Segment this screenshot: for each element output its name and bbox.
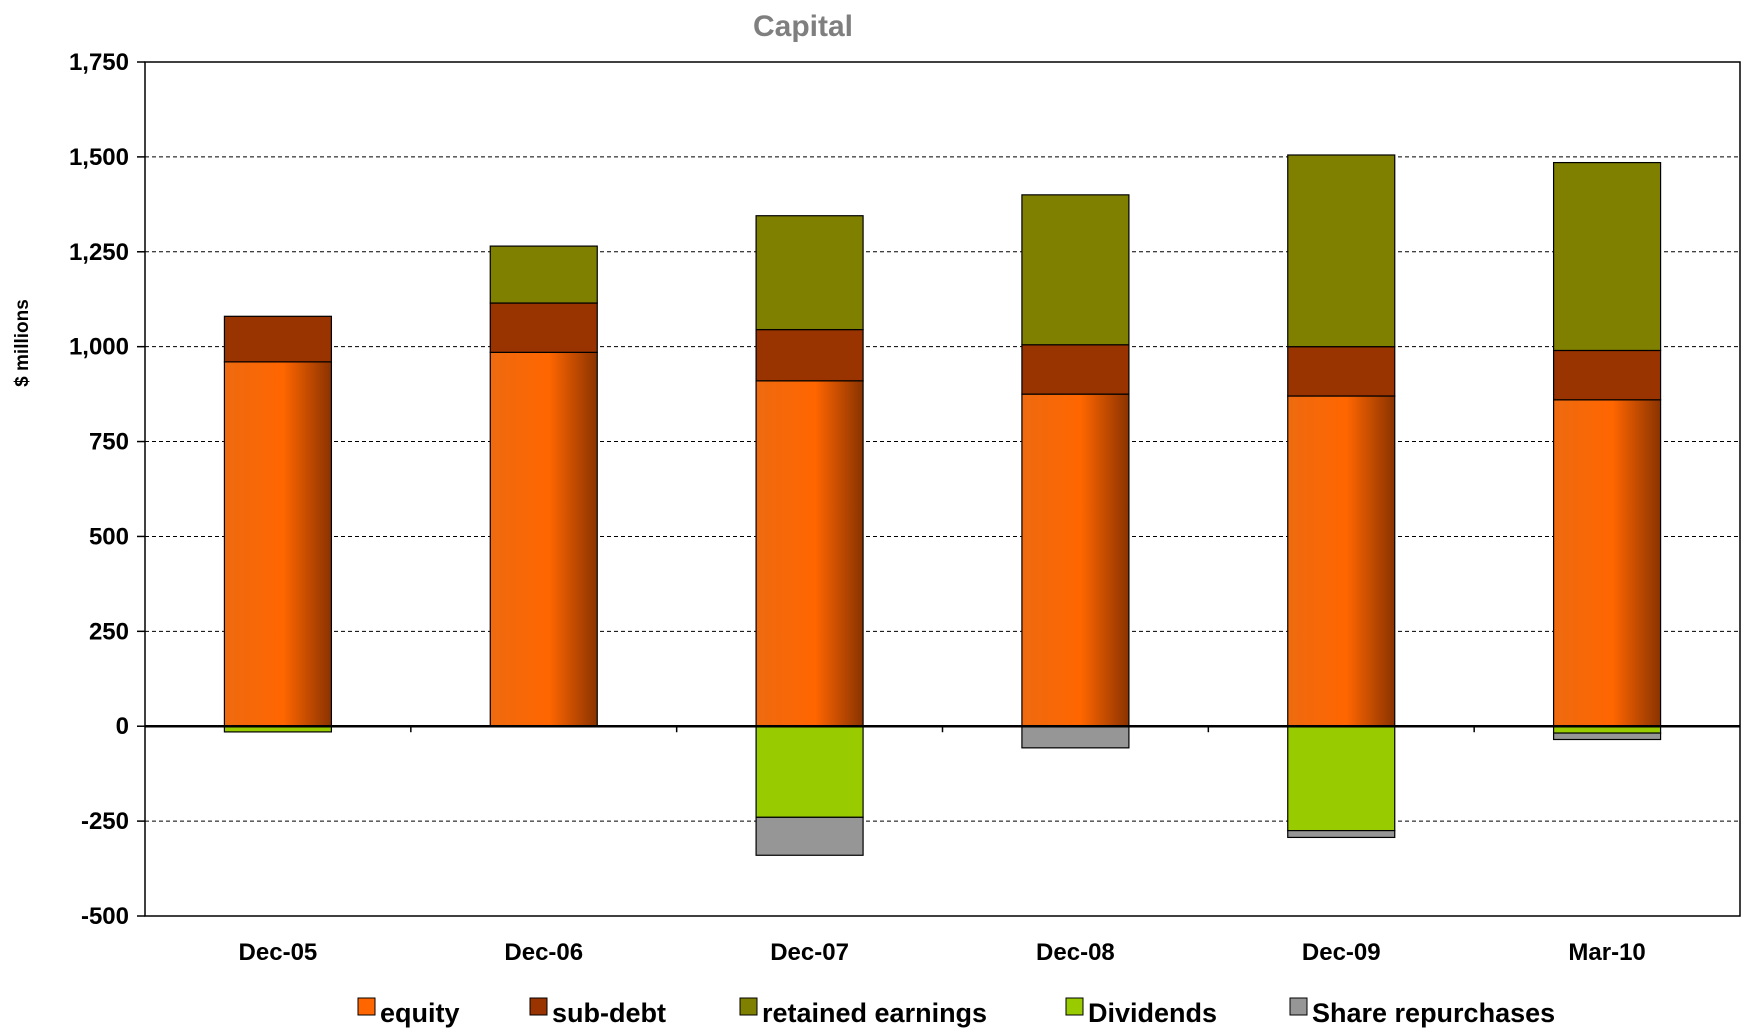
bar-segment-equity <box>1552 399 1662 727</box>
bar-segment-sub-debt <box>1021 344 1130 395</box>
chart-title: Capital <box>753 10 853 43</box>
x-tick-label: Dec-07 <box>770 939 849 966</box>
y-tick-label: 0 <box>116 713 129 740</box>
y-tick-label: -250 <box>81 808 129 835</box>
x-tick-label: Dec-09 <box>1302 939 1381 966</box>
x-tick-label: Mar-10 <box>1568 939 1645 966</box>
legend-label: Dividends <box>1088 998 1217 1028</box>
y-axis-title: $ millions <box>12 299 33 387</box>
bar-segment-sub-debt <box>1552 349 1662 401</box>
plot-frame <box>144 61 1741 917</box>
y-tick-label: 1,750 <box>69 49 129 76</box>
legend-swatch-retained-earnings <box>739 997 758 1016</box>
gridlines <box>145 61 1740 822</box>
bar-segment-dividends <box>755 725 864 818</box>
bar-segment-sub-debt <box>755 328 864 382</box>
bar-segment-retained-earnings <box>1021 194 1130 346</box>
bar-segment-share-repurchases <box>755 816 864 856</box>
y-tick-label: 1,500 <box>69 144 129 171</box>
bar-segment-retained-earnings <box>1552 161 1662 352</box>
bar-segment-sub-debt <box>489 302 598 353</box>
plot-border <box>144 61 1741 917</box>
y-tick-label: -500 <box>81 903 129 930</box>
legend-label: retained earnings <box>762 998 987 1028</box>
x-axis-ticks: Dec-05 Dec-06 Dec-07 Dec-08 Dec-09 Mar-10 <box>239 726 1646 966</box>
bar-segment-equity <box>489 351 598 727</box>
bar-segment-equity <box>1021 393 1130 727</box>
bars <box>223 154 1662 856</box>
y-tick-label: 750 <box>89 429 129 456</box>
bar-segment-retained-earnings <box>489 245 598 304</box>
y-axis-ticks: -500 -250 0 250 500 750 1,000 1,250 1,500 1,750 <box>69 49 145 930</box>
x-tick-label: Dec-06 <box>504 939 583 966</box>
legend: equity sub-debt retained earnings Dividends… <box>357 997 1555 1028</box>
bar-segment-share-repurchases <box>1287 829 1396 839</box>
bar-segment-sub-debt <box>1287 346 1396 397</box>
legend-swatch-share-repurchases <box>1289 997 1308 1016</box>
bar-segment-equity <box>755 380 864 727</box>
bar-segment-equity <box>223 361 333 727</box>
bar-segment-share-repurchases <box>1021 725 1130 749</box>
bar-segment-retained-earnings <box>1287 154 1396 348</box>
y-tick-label: 250 <box>89 618 129 645</box>
legend-swatch-equity <box>357 997 376 1016</box>
bar-segment-dividends <box>1287 725 1396 832</box>
bar-segment-equity <box>1287 395 1396 727</box>
legend-label: Share repurchases <box>1312 998 1555 1028</box>
legend-swatch-sub-debt <box>529 997 548 1016</box>
bar-segment-retained-earnings <box>755 215 864 331</box>
x-tick-label: Dec-05 <box>239 939 318 966</box>
bar-segment-sub-debt <box>223 315 333 363</box>
y-tick-label: 500 <box>89 523 129 550</box>
y-tick-label: 1,000 <box>69 334 129 361</box>
y-tick-label: 1,250 <box>69 239 129 266</box>
legend-swatch-dividends <box>1065 997 1084 1016</box>
x-tick-label: Dec-08 <box>1036 939 1115 966</box>
legend-label: sub-debt <box>552 998 666 1028</box>
bar-segment-share-repurchases <box>1552 732 1662 741</box>
legend-label: equity <box>380 998 460 1028</box>
